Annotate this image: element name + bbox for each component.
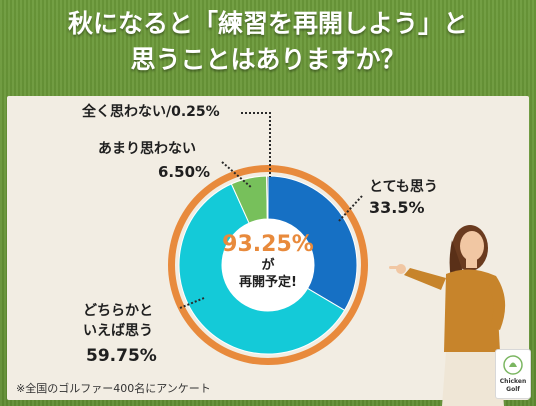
center-value: 93.25% xyxy=(222,232,314,257)
leader-line-very xyxy=(337,195,363,223)
label-very-text: とても思う xyxy=(369,179,438,195)
label-rarely-value: 6.50% xyxy=(158,163,211,181)
label-very-value: 33.5% xyxy=(369,198,425,217)
center-line-3: 再開予定! xyxy=(239,275,297,290)
logo-mark-icon: Chicken Golf xyxy=(500,355,526,393)
chicken-golf-logo: Chicken Golf xyxy=(495,349,531,399)
center-summary: 93.25% が 再開予定! xyxy=(216,233,320,291)
page-title: 秋になると「練習を再開しよう」と 思うことはありますか？ xyxy=(0,6,536,78)
center-line-2: が xyxy=(261,258,275,273)
label-rarely-text: あまり思わない xyxy=(98,141,196,157)
title-line-1: 秋になると「練習を再開しよう」と xyxy=(67,9,468,38)
label-somewhat-value: 59.75% xyxy=(86,346,157,366)
donut-hole xyxy=(222,219,314,311)
leader-line-somewhat xyxy=(179,297,205,309)
title-line-2: 思うことはありますか？ xyxy=(130,45,406,74)
survey-note: ※全国のゴルファー400名にアンケート xyxy=(16,382,211,395)
woman-illustration xyxy=(389,225,506,406)
leader-line-not-at-all xyxy=(241,112,271,177)
label-somewhat-line2: いえば思う xyxy=(83,323,153,339)
slice-not-at-all xyxy=(266,175,269,220)
svg-text:Chicken: Chicken xyxy=(500,378,526,385)
leader-line-rarely xyxy=(221,161,253,189)
label-somewhat-line1: どちらかと xyxy=(83,303,153,319)
label-not-at-all: 全く思わない/0.25% xyxy=(82,104,220,120)
svg-text:Golf: Golf xyxy=(506,386,520,393)
